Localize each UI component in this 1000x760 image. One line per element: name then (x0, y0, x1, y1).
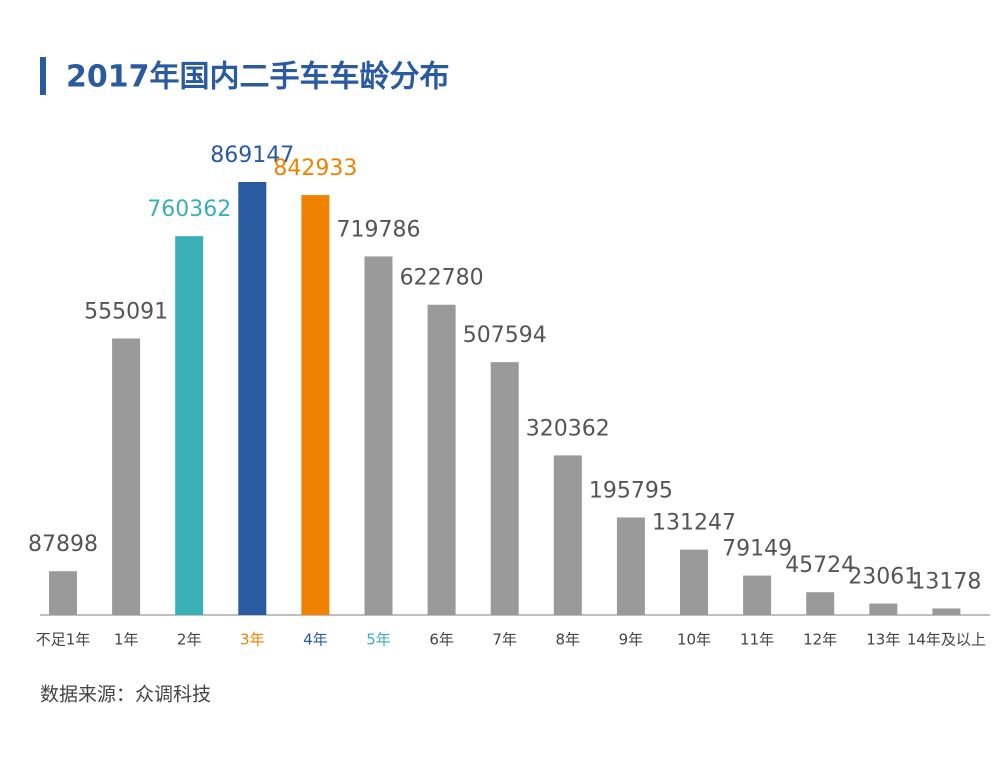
chart-title: 2017年国内二手车车龄分布 (66, 60, 450, 95)
x-tick-label: 4年 (303, 631, 328, 649)
x-tick-label: 6年 (429, 631, 454, 649)
bar (49, 571, 77, 615)
value-label: 79149 (722, 537, 792, 562)
bar (553, 455, 582, 615)
value-label: 45724 (785, 553, 855, 578)
bar (364, 256, 393, 615)
bar (490, 362, 519, 615)
x-tick-label: 13年 (866, 631, 900, 649)
value-label: 131247 (652, 511, 736, 536)
value-label: 507594 (463, 323, 547, 348)
x-tick-label: 12年 (803, 631, 837, 649)
value-label: 719786 (337, 217, 421, 242)
bar (427, 304, 456, 615)
value-label: 622780 (400, 266, 484, 291)
x-tick-label: 1年 (114, 631, 139, 649)
value-label: 869147 (210, 143, 294, 168)
value-label: 842933 (273, 156, 357, 181)
value-label: 23061 (848, 565, 918, 590)
bar (932, 608, 961, 615)
bar (616, 517, 645, 615)
bar (680, 549, 708, 615)
x-tick-label: 8年 (556, 631, 581, 649)
x-tick-label: 7年 (492, 631, 517, 649)
x-tick-label: 10年 (677, 631, 711, 649)
x-tick-label: 2年 (177, 631, 202, 649)
bar (806, 592, 835, 615)
bar (238, 182, 267, 615)
bar (301, 195, 330, 615)
source-note: 数据来源：众调科技 (40, 684, 211, 706)
x-tick-label: 不足1年 (36, 631, 91, 649)
bar (175, 236, 204, 615)
bar (112, 338, 141, 615)
bar (743, 575, 772, 615)
x-tick-label: 11年 (740, 631, 774, 649)
value-label: 87898 (28, 532, 98, 557)
bar (869, 603, 898, 615)
x-tick-label: 5年 (366, 631, 391, 649)
title-accent (40, 57, 46, 95)
value-label: 195795 (589, 478, 673, 503)
x-tick-label: 9年 (619, 631, 644, 649)
x-tick-label: 14年及以上 (907, 631, 986, 649)
value-label: 555091 (84, 299, 168, 324)
value-label: 760362 (147, 197, 231, 222)
value-label: 320362 (526, 416, 610, 441)
value-label: 13178 (911, 569, 981, 594)
x-tick-label: 3年 (240, 631, 265, 649)
